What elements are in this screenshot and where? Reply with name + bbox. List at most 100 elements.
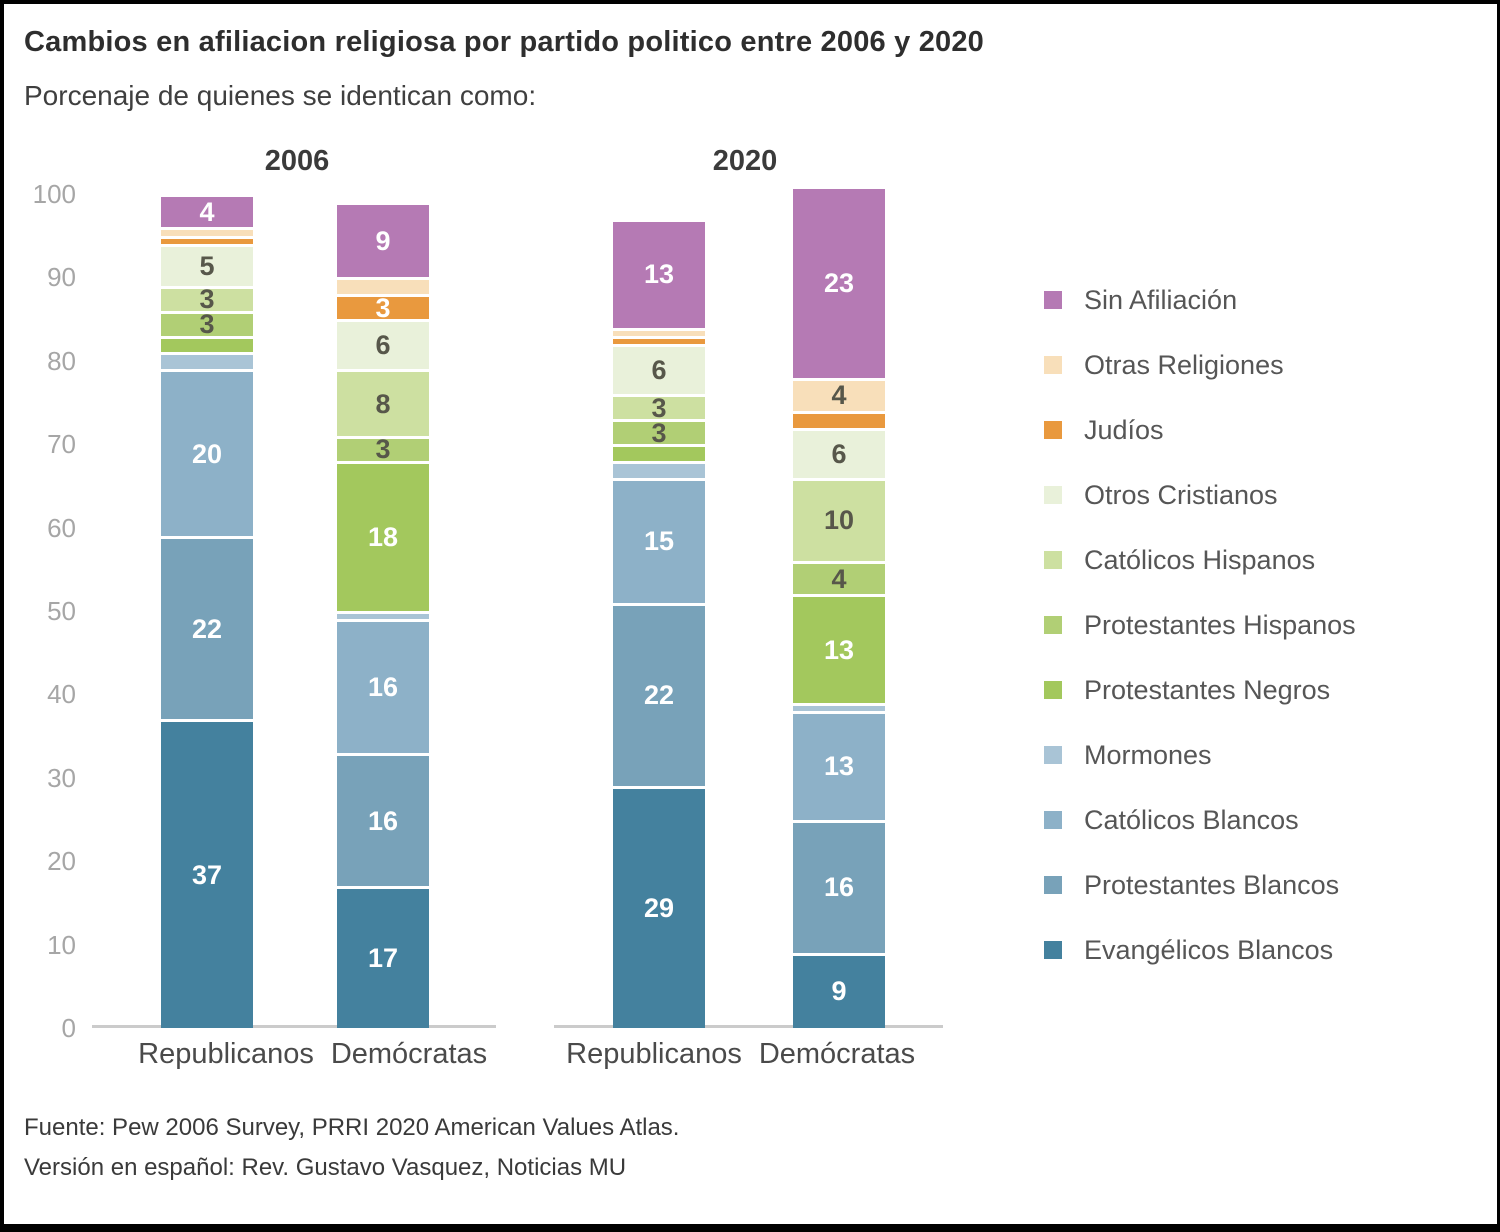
value-label-sin-afiliacion: 23 <box>823 267 855 298</box>
page-title: Cambios en afiliacion religiosa por part… <box>24 26 985 58</box>
x-axis-baseline-2020 <box>554 1025 943 1028</box>
segment-evangelicos-blancos: 9 <box>793 952 885 1028</box>
segment-catolicos-hispanos: 3 <box>613 394 705 421</box>
legend-label-catolicos-blancos: Católicos Blancos <box>1084 805 1299 835</box>
legend-item-protestantes-blancos: Protestantes Blancos <box>1044 871 1356 899</box>
segment-catolicos-blancos: 13 <box>793 711 885 820</box>
value-label-catolicos-blancos: 15 <box>643 526 675 557</box>
legend-label-protestantes-hispanos: Protestantes Hispanos <box>1084 610 1356 640</box>
legend-label-judios: Judíos <box>1084 415 1164 445</box>
segment-sin-afiliacion: 9 <box>337 202 429 278</box>
segment-catolicos-hispanos: 10 <box>793 477 885 561</box>
value-label-protestantes-blancos: 22 <box>643 680 675 711</box>
segment-otros-cristianos: 6 <box>337 319 429 370</box>
value-label-evangelicos-blancos: 17 <box>367 943 399 974</box>
legend-item-protestantes-hispanos: Protestantes Hispanos <box>1044 611 1356 639</box>
x-axis-label-democratas-2020: Demócratas <box>758 1038 916 1070</box>
y-axis-tick-60: 60 <box>47 512 76 543</box>
legend-swatch-protestantes-blancos <box>1044 876 1062 894</box>
value-label-evangelicos-blancos: 9 <box>831 976 847 1007</box>
value-label-protestantes-negros: 13 <box>823 634 855 665</box>
segment-catolicos-blancos: 15 <box>613 477 705 603</box>
segment-protestantes-hispanos: 3 <box>337 434 429 465</box>
segment-protestantes-blancos: 22 <box>161 535 253 720</box>
legend-item-otras-religiones: Otras Religiones <box>1044 351 1356 379</box>
legend-item-sin-afiliacion: Sin Afiliación <box>1044 286 1356 314</box>
legend-swatch-evangelicos-blancos <box>1044 941 1062 959</box>
value-label-judios: 3 <box>375 292 391 323</box>
value-label-catolicos-hispanos: 3 <box>199 284 215 315</box>
legend-swatch-catolicos-hispanos <box>1044 551 1062 569</box>
segment-judios <box>793 410 885 428</box>
group-title-2020: 2020 <box>712 145 778 177</box>
segment-mormones <box>613 460 705 478</box>
value-label-otros-cristianos: 6 <box>831 438 847 469</box>
segment-catolicos-blancos: 20 <box>161 369 253 536</box>
legend-swatch-otras-religiones <box>1044 356 1062 374</box>
legend-label-protestantes-blancos: Protestantes Blancos <box>1084 870 1340 900</box>
segment-judios <box>161 235 253 245</box>
bar-democratas-2006: 17 16 16 18 3 8 6 3 9 <box>337 202 429 1028</box>
legend-label-mormones: Mormones <box>1084 740 1212 770</box>
y-axis-tick-100: 100 <box>32 179 76 209</box>
y-axis-tick-70: 70 <box>47 429 76 460</box>
segment-catolicos-hispanos: 8 <box>337 369 429 436</box>
segment-otras-religiones <box>337 277 429 295</box>
value-label-otros-cristianos: 5 <box>199 250 215 281</box>
segment-otros-cristianos: 6 <box>793 427 885 478</box>
x-axis-label-democratas-2006: Demócratas <box>330 1038 488 1070</box>
segment-catolicos-blancos: 16 <box>337 619 429 753</box>
legend-swatch-protestantes-negros <box>1044 681 1062 699</box>
y-axis-tick-90: 90 <box>47 262 76 293</box>
x-axis-label-republicanos-2020: Republicanos <box>566 1038 742 1070</box>
segment-judios <box>613 335 705 345</box>
segment-catolicos-hispanos: 3 <box>161 284 253 315</box>
legend-swatch-mormones <box>1044 746 1062 764</box>
segment-protestantes-negros <box>613 444 705 461</box>
legend-item-evangelicos-blancos: Evangélicos Blancos <box>1044 936 1356 964</box>
y-axis-tick-20: 20 <box>47 846 76 877</box>
value-label-protestantes-hispanos: 4 <box>831 563 847 594</box>
segment-otras-religiones <box>613 327 705 336</box>
y-axis-tick-40: 40 <box>47 679 76 710</box>
segment-otros-cristianos: 5 <box>161 244 253 286</box>
legend-label-protestantes-negros: Protestantes Negros <box>1084 675 1331 705</box>
segment-otras-religiones: 4 <box>793 377 885 411</box>
y-axis-tick-0: 0 <box>61 1013 76 1043</box>
segment-protestantes-blancos: 16 <box>337 752 429 887</box>
value-label-otros-cristianos: 6 <box>651 355 667 386</box>
value-label-protestantes-hispanos: 3 <box>375 434 391 465</box>
legend-label-evangelicos-blancos: Evangélicos Blancos <box>1084 935 1334 965</box>
value-label-protestantes-blancos: 16 <box>367 805 399 836</box>
value-label-evangelicos-blancos: 29 <box>643 893 675 924</box>
value-label-evangelicos-blancos: 37 <box>191 859 223 890</box>
x-axis-label-republicanos-2006: Republicanos <box>138 1038 314 1070</box>
segment-protestantes-hispanos: 4 <box>793 561 885 595</box>
legend-item-otros-cristianos: Otros Cristianos <box>1044 481 1356 509</box>
legend-swatch-catolicos-blancos <box>1044 811 1062 829</box>
segment-otras-religiones <box>161 227 253 236</box>
value-label-catolicos-blancos: 13 <box>823 751 855 782</box>
value-label-sin-afiliacion: 4 <box>199 196 215 227</box>
value-label-sin-afiliacion: 9 <box>375 225 391 256</box>
value-label-otras-religiones: 4 <box>831 380 847 411</box>
y-axis-tick-10: 10 <box>47 929 76 960</box>
value-label-protestantes-blancos: 22 <box>191 613 223 644</box>
y-axis-tick-50: 50 <box>47 596 76 626</box>
legend-item-judios: Judíos <box>1044 416 1356 444</box>
bar-democratas-2020: 9 16 13 13 4 10 6 4 23 <box>793 185 885 1028</box>
segment-protestantes-negros: 18 <box>337 460 429 612</box>
value-label-protestantes-negros: 18 <box>367 521 399 552</box>
value-label-protestantes-blancos: 16 <box>823 872 855 903</box>
legend-item-mormones: Mormones <box>1044 741 1356 769</box>
bar-republicanos-2006: 37 22 20 3 3 5 4 <box>161 194 253 1028</box>
segment-protestantes-hispanos: 3 <box>613 417 705 448</box>
value-label-protestantes-hispanos: 3 <box>651 417 667 448</box>
value-label-protestantes-hispanos: 3 <box>199 309 215 340</box>
bar-republicanos-2020: 29 22 15 3 3 6 13 <box>613 219 705 1028</box>
segment-protestantes-blancos: 22 <box>613 602 705 787</box>
source-line-1: Fuente: Pew 2006 Survey, PRRI 2020 Ameri… <box>24 1114 680 1141</box>
y-axis-tick-30: 30 <box>47 762 76 793</box>
group-title-2006: 2006 <box>264 145 330 177</box>
